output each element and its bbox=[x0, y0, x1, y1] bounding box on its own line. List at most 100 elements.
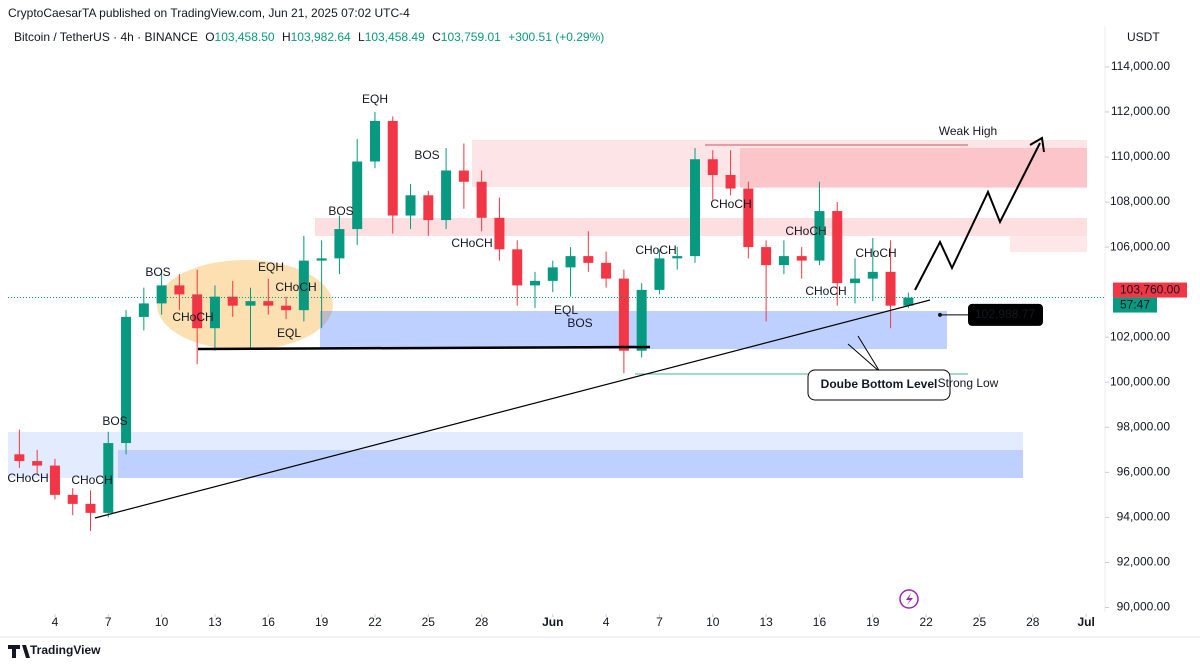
y-tick-label: 106,000.00 bbox=[1110, 239, 1170, 253]
candle-body bbox=[227, 296, 238, 306]
y-tick-label: 108,000.00 bbox=[1110, 194, 1170, 208]
x-tick-label: 7 bbox=[656, 615, 663, 629]
demand-zone bbox=[8, 432, 1023, 478]
x-tick-label: 4 bbox=[603, 615, 610, 629]
annotation: CHoCH bbox=[785, 224, 826, 238]
event-icon[interactable] bbox=[899, 589, 919, 609]
x-tick-label: 10 bbox=[706, 615, 720, 629]
y-tick-label: 96,000.00 bbox=[1117, 465, 1171, 479]
annotation: BOS bbox=[414, 148, 439, 162]
candle-body bbox=[245, 301, 256, 306]
level-dot bbox=[938, 312, 942, 317]
x-tick-label: 7 bbox=[105, 615, 112, 629]
x-tick-label: 25 bbox=[973, 615, 987, 629]
close: 103,759.01 bbox=[441, 30, 501, 44]
candle-body bbox=[672, 256, 683, 259]
level-tag bbox=[968, 303, 1043, 326]
candle-body bbox=[387, 120, 398, 216]
candle-body bbox=[796, 256, 807, 261]
event-bolt bbox=[906, 593, 913, 605]
candle-body bbox=[903, 297, 914, 306]
h-label: H bbox=[282, 30, 291, 44]
candle-body bbox=[832, 211, 843, 284]
candle-body bbox=[850, 278, 861, 284]
supply-zone bbox=[472, 140, 1087, 187]
y-tick-label: 102,000.00 bbox=[1110, 329, 1170, 343]
candle-body bbox=[529, 280, 540, 286]
x-tick-label: 22 bbox=[919, 615, 933, 629]
annotation: BOS bbox=[567, 316, 592, 330]
y-tick-label: 114,000.00 bbox=[1111, 59, 1170, 73]
plot bbox=[14, 111, 914, 531]
c-label: C bbox=[432, 30, 441, 44]
annotation: CHoCH bbox=[275, 280, 316, 294]
candle-body bbox=[121, 316, 132, 444]
x-tick-label: 25 bbox=[422, 615, 436, 629]
change: +300.51 (+0.29%) bbox=[508, 30, 604, 44]
last-price-tag bbox=[1113, 282, 1187, 298]
annotation: CHoCH bbox=[855, 246, 896, 260]
projection-path bbox=[914, 142, 1041, 291]
annotation: CHoCH bbox=[172, 310, 213, 324]
candle-body bbox=[458, 170, 469, 182]
candle-body bbox=[885, 271, 896, 306]
x-tick-label: Jul bbox=[1077, 615, 1094, 629]
x-tick-label: 10 bbox=[155, 615, 169, 629]
low: 103,458.49 bbox=[365, 30, 425, 44]
x-tick-label: 28 bbox=[1026, 615, 1040, 629]
candle-body bbox=[583, 256, 594, 263]
candle-body bbox=[814, 211, 825, 261]
zones bbox=[8, 140, 1087, 478]
annotation: EQH bbox=[362, 92, 388, 106]
supply-zone bbox=[1010, 236, 1087, 252]
candle-body bbox=[316, 258, 327, 261]
annotation: EQL bbox=[554, 303, 578, 317]
candle-body bbox=[476, 181, 487, 218]
countdown-tag bbox=[1113, 297, 1157, 313]
ohlc-header: Bitcoin / TetherUS · 4h · BINANCE O 103,4… bbox=[14, 30, 604, 44]
candle-body bbox=[405, 195, 416, 216]
demand-zone bbox=[320, 311, 947, 349]
annotation: CHoCH bbox=[710, 197, 751, 211]
candle-body bbox=[67, 494, 78, 504]
x-tick-label: 13 bbox=[759, 615, 773, 629]
candle-body bbox=[707, 159, 718, 176]
candle-body bbox=[138, 303, 149, 317]
x-tick-label: 28 bbox=[475, 615, 489, 629]
candle-body bbox=[32, 461, 43, 466]
callout-text: Doube Bottom Level bbox=[821, 377, 938, 391]
level-label: 102,988.77 bbox=[975, 307, 1035, 321]
y-tick-label: 110,000.00 bbox=[1111, 149, 1170, 163]
annotation: CHoCH bbox=[635, 243, 676, 257]
countdown-label: 57:47 bbox=[1120, 298, 1150, 312]
annotation: CHoCH bbox=[7, 471, 48, 485]
candle-body bbox=[334, 229, 345, 259]
supply-zone bbox=[315, 218, 1087, 236]
y-tick-label: 98,000.00 bbox=[1117, 419, 1171, 433]
candle-body bbox=[778, 256, 789, 266]
l-label: L bbox=[358, 30, 365, 44]
candle-body bbox=[654, 258, 665, 290]
x-tick-label: 16 bbox=[262, 615, 276, 629]
candle-body bbox=[547, 267, 558, 281]
demand-zone bbox=[118, 450, 1023, 478]
high: 103,982.64 bbox=[291, 30, 351, 44]
annotation: BOS bbox=[145, 265, 170, 279]
candle-body bbox=[690, 159, 701, 257]
candle-body bbox=[725, 175, 736, 189]
x-tick-label: 4 bbox=[52, 615, 59, 629]
candle-body bbox=[281, 305, 292, 311]
x-tick-label: Jun bbox=[542, 615, 563, 629]
currency: USDT bbox=[1127, 30, 1160, 44]
arrow-head bbox=[1029, 136, 1045, 153]
candle-body bbox=[761, 247, 772, 266]
o-label: O bbox=[205, 30, 214, 44]
symbol: Bitcoin / TetherUS · 4h · BINANCE bbox=[14, 30, 198, 44]
candle-body bbox=[209, 296, 220, 329]
annotation: Weak High bbox=[939, 124, 997, 138]
candle-body bbox=[601, 262, 612, 279]
candle-body bbox=[743, 188, 754, 248]
logo bbox=[8, 645, 30, 658]
annotation: BOS bbox=[328, 204, 353, 218]
y-tick-label: 100,000.00 bbox=[1110, 374, 1170, 388]
